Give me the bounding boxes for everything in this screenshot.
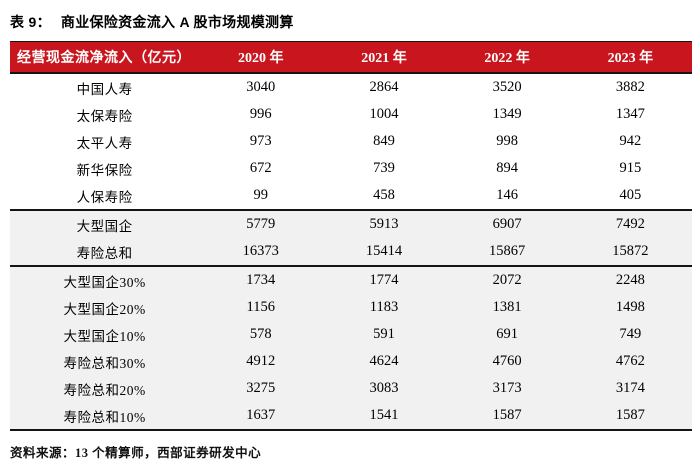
row-label: 寿险总和30% [10, 348, 200, 375]
table-row: 大型国企20% 1156 1183 1381 1498 [10, 294, 692, 321]
source-prefix: 资料来源： [10, 446, 76, 460]
row-label: 人保寿险 [76, 189, 133, 205]
value-cell: 5779 [199, 209, 323, 238]
value-cell: 2072 [445, 265, 569, 294]
value-cell: 3275 [199, 375, 323, 402]
table-row: 中国人寿 3040 2864 3520 3882 [10, 73, 692, 101]
value-cell: 3040 [246, 79, 276, 95]
table-row: 人保寿险 99 458 146 405 [10, 182, 692, 210]
value-cell: 591 [322, 321, 446, 348]
row-label: 大型国企30% [10, 265, 200, 294]
table-row: 太平人寿 973 849 998 942 [10, 128, 692, 155]
value-cell: 998 [496, 133, 519, 149]
row-label: 中国人寿 [76, 81, 133, 97]
row-label: 寿险总和10% [10, 402, 200, 430]
row-label: 太平人寿 [76, 135, 133, 151]
value-cell: 5913 [322, 209, 446, 238]
value-cell: 3083 [322, 375, 446, 402]
value-cell: 405 [619, 187, 642, 203]
table-row: 大型国企10% 578 591 691 749 [10, 321, 692, 348]
row-label: 大型国企 [10, 209, 200, 238]
value-cell: 973 [249, 133, 272, 149]
value-cell: 4760 [445, 348, 569, 375]
value-cell: 1156 [199, 294, 323, 321]
source-note: 资料来源：13 个精算师，西部证券研发中心 [10, 442, 692, 461]
value-cell: 1587 [445, 402, 569, 430]
header-metric-label: 经营现金流净流入（亿元） [10, 41, 200, 74]
value-cell: 915 [619, 160, 642, 176]
row-label: 大型国企10% [10, 321, 200, 348]
value-cell: 578 [199, 321, 323, 348]
table-row: 新华保险 672 739 894 915 [10, 155, 692, 182]
value-cell: 3173 [445, 375, 569, 402]
value-cell: 1347 [615, 106, 645, 122]
value-cell: 7492 [568, 209, 692, 238]
value-cell: 849 [373, 133, 395, 149]
value-cell: 996 [249, 106, 272, 122]
header-year-col-1: 2020 年 [199, 41, 323, 74]
table-row: 寿险总和 16373 15414 15867 15872 [10, 238, 692, 266]
value-cell: 4624 [322, 348, 446, 375]
value-cell: 15867 [445, 238, 569, 266]
value-cell: 1587 [568, 402, 692, 430]
value-cell: 99 [253, 187, 269, 203]
table-row: 太保寿险 996 1004 1349 1347 [10, 101, 692, 128]
value-cell: 2248 [568, 265, 692, 294]
table-number: 表 9： [10, 14, 51, 30]
value-cell: 146 [496, 187, 519, 203]
value-cell: 4912 [199, 348, 323, 375]
source-text: 13 个精算师，西部证券研发中心 [75, 446, 262, 460]
value-cell: 1183 [322, 294, 446, 321]
table-row: 寿险总和30% 4912 4624 4760 4762 [10, 348, 692, 375]
value-cell: 3882 [615, 79, 645, 95]
table-title-text: 商业保险资金流入 A 股市场规模测算 [60, 14, 294, 30]
header-year-col-3: 2022 年 [445, 41, 569, 74]
value-cell: 1541 [322, 402, 446, 430]
value-cell: 749 [568, 321, 692, 348]
value-cell: 3520 [492, 79, 522, 95]
value-cell: 3174 [568, 375, 692, 402]
header-year-col-4: 2023 年 [568, 41, 692, 74]
row-label: 寿险总和20% [10, 375, 200, 402]
table-row: 寿险总和10% 1637 1541 1587 1587 [10, 402, 692, 430]
value-cell: 1774 [322, 265, 446, 294]
value-cell: 1498 [568, 294, 692, 321]
value-cell: 1004 [369, 106, 399, 122]
value-cell: 1734 [199, 265, 323, 294]
table-row: 大型国企30% 1734 1774 2072 2248 [10, 265, 692, 294]
table-row: 大型国企 5779 5913 6907 7492 [10, 209, 692, 238]
value-cell: 672 [249, 160, 272, 176]
table-body: 中国人寿 3040 2864 3520 3882 太保寿险 996 1004 1349 1347 太… [10, 73, 692, 430]
value-cell: 15414 [322, 238, 446, 266]
row-label: 太保寿险 [76, 108, 133, 124]
value-cell: 894 [496, 160, 519, 176]
value-cell: 4762 [568, 348, 692, 375]
value-cell: 15872 [568, 238, 692, 266]
table-title: 表 9： 商业保险资金流入 A 股市场规模测算 [10, 12, 692, 32]
value-cell: 458 [373, 187, 395, 203]
header-year-col-2: 2021 年 [322, 41, 446, 74]
row-label: 大型国企20% [10, 294, 200, 321]
row-label: 寿险总和 [10, 238, 200, 266]
value-cell: 1349 [492, 106, 522, 122]
value-cell: 739 [373, 160, 395, 176]
value-cell: 16373 [199, 238, 323, 266]
table-row: 寿险总和20% 3275 3083 3173 3174 [10, 375, 692, 402]
table-header-row: 经营现金流净流入（亿元） 2020 年 2021 年 2022 年 2023 年 [10, 41, 692, 74]
row-label: 新华保险 [76, 162, 133, 178]
value-cell: 2864 [369, 79, 399, 95]
value-cell: 1637 [199, 402, 323, 430]
table-head: 经营现金流净流入（亿元） 2020 年 2021 年 2022 年 2023 年 [10, 41, 692, 74]
value-cell: 6907 [445, 209, 569, 238]
value-cell: 1381 [445, 294, 569, 321]
data-table: 经营现金流净流入（亿元） 2020 年 2021 年 2022 年 2023 年 中国… [10, 41, 692, 431]
value-cell: 691 [445, 321, 569, 348]
value-cell: 942 [619, 133, 642, 149]
